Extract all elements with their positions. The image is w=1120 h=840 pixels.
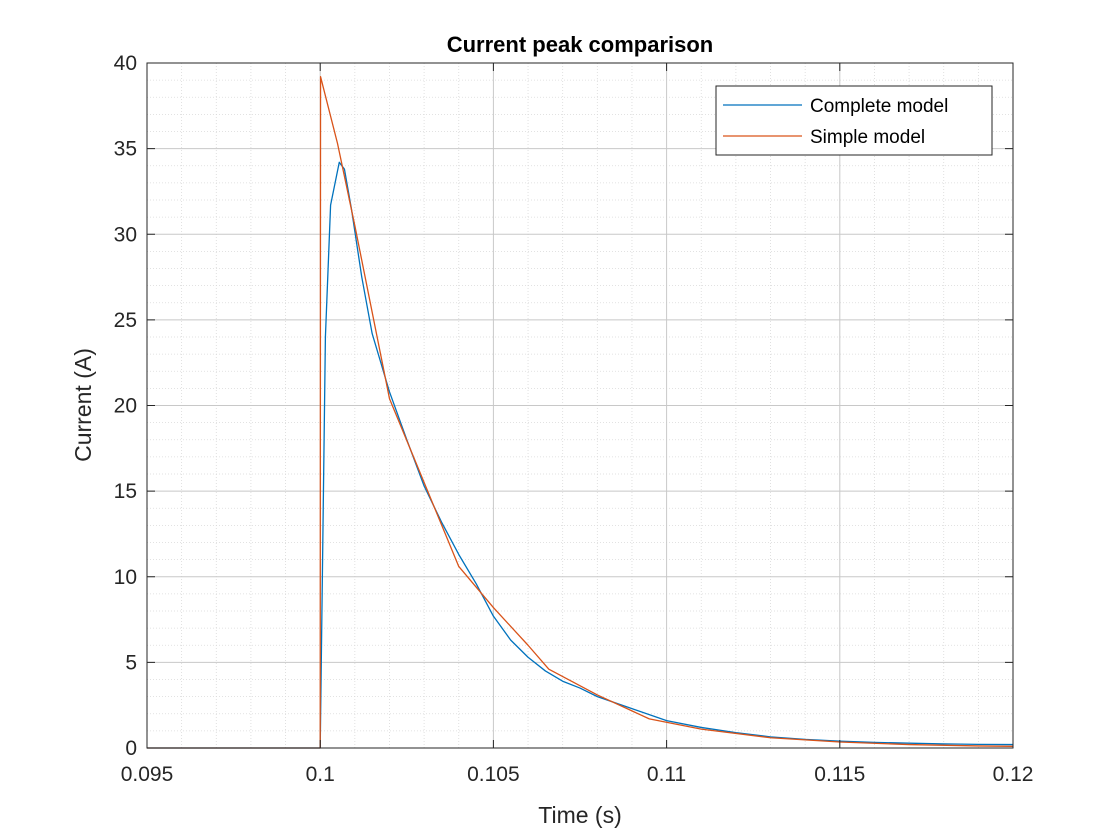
y-tick-label: 30 [114, 223, 137, 246]
x-tick-labels: 0.095 0.1 0.105 0.11 0.115 0.12 [121, 763, 1034, 786]
y-tick-label: 0 [125, 737, 137, 760]
legend-label-complete-model: Complete model [810, 96, 948, 117]
y-tick-label: 5 [125, 651, 137, 674]
legend: Complete model Simple model [715, 85, 993, 156]
tick-marks [146, 62, 1014, 749]
y-tick-label: 15 [114, 480, 137, 503]
y-tick-label: 10 [114, 566, 137, 589]
x-tick-label: 0.11 [647, 763, 686, 786]
x-axis-label: Time (s) [538, 802, 621, 828]
y-axis-label: Current (A) [70, 348, 96, 462]
legend-box [715, 85, 993, 156]
x-tick-label: 0.1 [306, 763, 335, 786]
x-tick-label: 0.095 [121, 763, 174, 786]
x-tick-label: 0.12 [993, 763, 1034, 786]
legend-label-simple-model: Simple model [810, 127, 925, 148]
x-tick-label: 0.115 [814, 763, 865, 786]
y-tick-label: 25 [114, 309, 137, 332]
y-tick-label: 40 [114, 52, 137, 75]
chart-title: Current peak comparison [447, 32, 714, 57]
y-tick-labels: 0 5 10 15 20 25 30 35 40 [114, 52, 137, 760]
y-tick-label: 20 [114, 395, 137, 418]
x-tick-label: 0.105 [467, 763, 520, 786]
y-tick-label: 35 [114, 138, 137, 161]
